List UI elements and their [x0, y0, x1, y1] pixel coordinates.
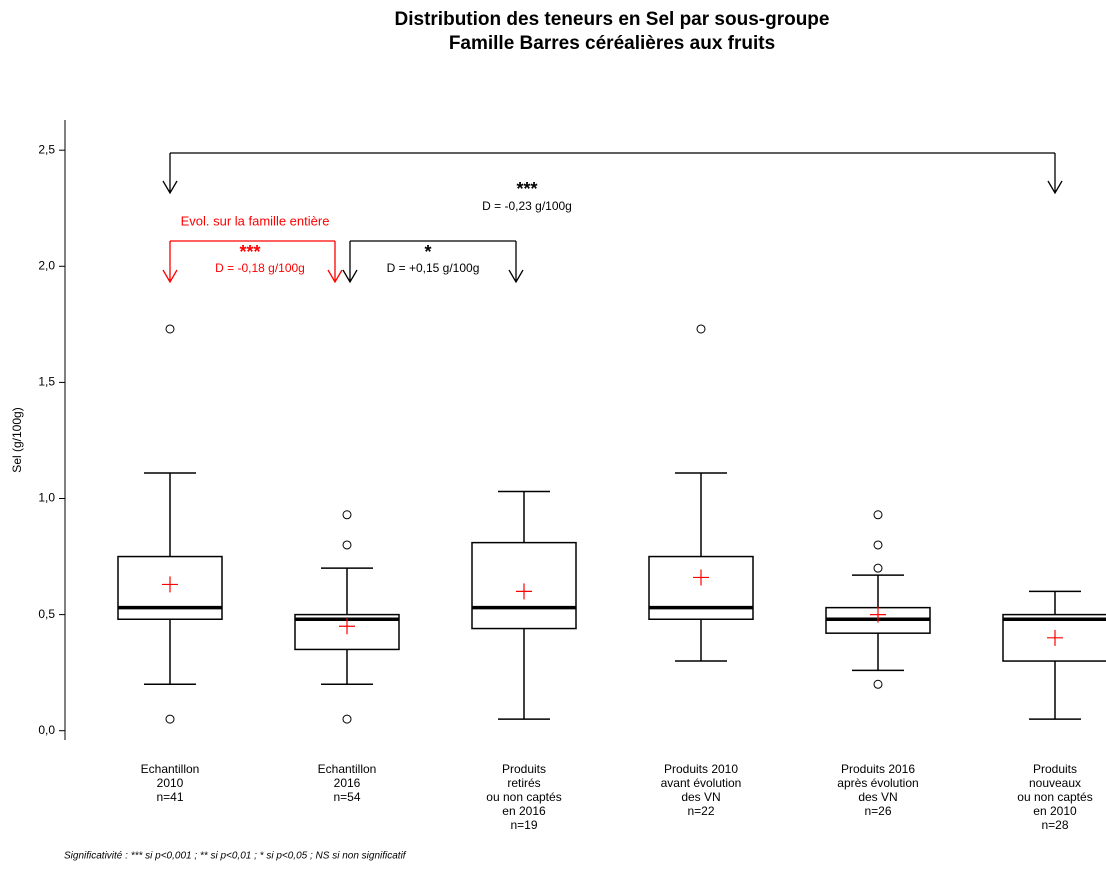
mean — [693, 569, 709, 586]
outlier — [342, 714, 352, 724]
x-tick-label: en 2010 — [1033, 804, 1077, 818]
x-tick-label: après évolution — [837, 776, 918, 790]
annotation-title: Evol. sur la famille entière — [181, 213, 330, 228]
arrow — [342, 241, 358, 284]
outlier — [342, 540, 352, 550]
x-tick-label: en 2016 — [502, 804, 546, 818]
chart-title: Famille Barres céréalières aux fruits — [449, 33, 775, 54]
x-tick-label: nouveaux — [1029, 776, 1081, 790]
mean — [516, 583, 532, 600]
x-tick-label: n=28 — [1041, 818, 1068, 832]
y-tick-label: 0,0 — [38, 723, 55, 737]
outlier — [873, 540, 883, 550]
outlier — [873, 563, 883, 573]
x-tick-label: avant évolution — [661, 776, 742, 790]
x-tick-label: Produits 2010 — [664, 762, 738, 776]
x-tick-label: Produits — [1033, 762, 1077, 776]
x-tick-label: des VN — [858, 790, 897, 804]
outlier — [165, 714, 175, 724]
difference: D = -0,23 g/100g — [482, 199, 572, 213]
x-tick-label: Echantillon — [141, 762, 200, 776]
x-tick-label: Echantillon — [318, 762, 377, 776]
difference: D = +0,15 g/100g — [387, 261, 480, 275]
outlier — [165, 324, 175, 334]
y-tick-label: 1,0 — [38, 491, 55, 505]
x-tick-label: ou non captés — [1017, 790, 1092, 804]
mean — [1047, 629, 1063, 646]
footnote: Significativité : *** si p<0,001 ; ** si… — [64, 851, 407, 862]
box — [471, 541, 577, 630]
x-tick-label: ou non captés — [486, 790, 561, 804]
arrow — [162, 241, 178, 284]
arrow — [1047, 153, 1063, 195]
chart-title: Distribution des teneurs en Sel par sous… — [395, 9, 830, 30]
y-axis-label: Sel (g/100g) — [10, 407, 24, 472]
significance: *** — [516, 179, 537, 199]
arrow — [508, 241, 524, 284]
x-tick-label: n=41 — [156, 790, 183, 804]
arrow — [162, 153, 178, 195]
x-tick-label: des VN — [681, 790, 720, 804]
mean — [870, 606, 886, 623]
arrow — [327, 241, 343, 284]
box — [1002, 613, 1106, 662]
x-tick-label: n=19 — [510, 818, 537, 832]
x-tick-label: n=26 — [864, 804, 891, 818]
x-tick-label: 2016 — [334, 776, 361, 790]
x-tick-label: retirés — [507, 776, 540, 790]
box — [117, 555, 223, 621]
y-tick-label: 2,5 — [38, 142, 55, 156]
x-tick-label: n=54 — [333, 790, 360, 804]
significance: *** — [239, 242, 260, 262]
outlier — [873, 510, 883, 520]
x-tick-label: 2010 — [157, 776, 184, 790]
mean — [162, 576, 178, 593]
x-tick-label: Produits — [502, 762, 546, 776]
difference: D = -0,18 g/100g — [215, 261, 305, 275]
x-tick-label: n=22 — [687, 804, 714, 818]
x-tick-label: Produits 2016 — [841, 762, 915, 776]
y-tick-label: 2,0 — [38, 258, 55, 272]
outlier — [342, 510, 352, 520]
box — [648, 555, 754, 621]
y-tick-label: 1,5 — [38, 375, 55, 389]
mean — [339, 618, 355, 635]
outlier — [873, 679, 883, 689]
y-tick-label: 0,5 — [38, 607, 55, 621]
outlier — [696, 324, 706, 334]
significance: * — [424, 242, 431, 262]
box — [294, 613, 400, 651]
